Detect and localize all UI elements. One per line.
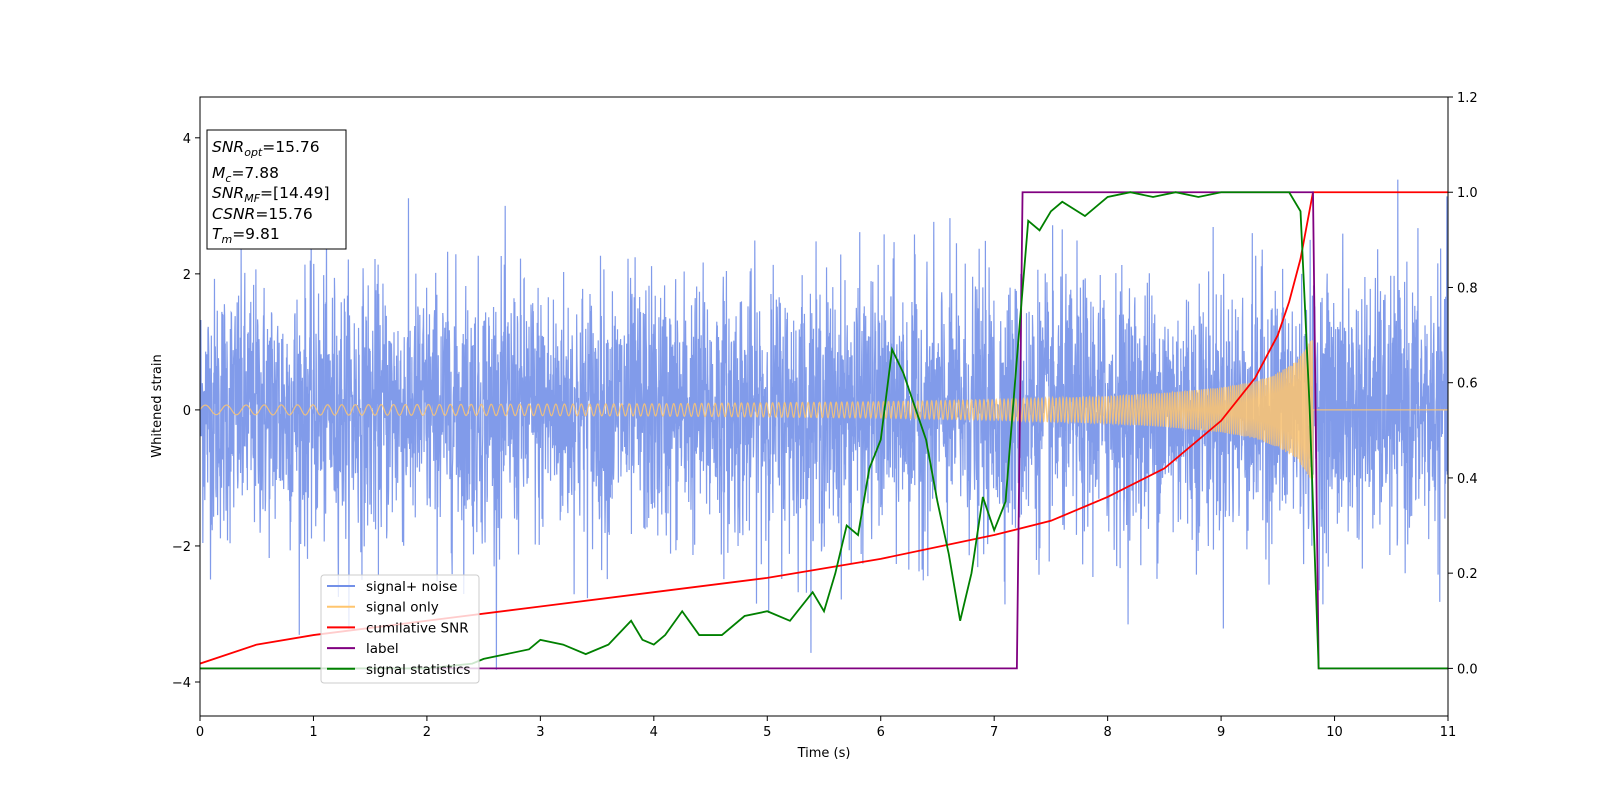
y2-tick-label: 0.8 (1457, 281, 1478, 296)
legend-label: signal statistics (366, 662, 470, 678)
legend-label: label (366, 641, 399, 657)
x-axis: 0 1 2 3 4 5 6 7 8 9 10 11 (196, 716, 1456, 740)
x-tick-label: 2 (423, 725, 431, 740)
legend-label: signal+ noise (366, 579, 457, 595)
y-tick-label: 0 (183, 404, 191, 419)
info-line: Tm=9.81 (212, 225, 280, 246)
y-tick-label: −2 (172, 540, 191, 555)
x-axis-label: Time (s) (797, 746, 851, 761)
x-tick-label: 4 (650, 725, 658, 740)
x-tick-label: 10 (1326, 725, 1343, 740)
y2-tick-label: 0.0 (1457, 662, 1478, 677)
y2-tick-label: 0.6 (1457, 377, 1478, 392)
y2-tick-label: 1.2 (1457, 91, 1478, 106)
info-line: SNRopt=15.76 (212, 138, 320, 159)
y-axis-label: Whitened strain (150, 354, 165, 457)
y-axis-left: 4 2 0 −2 −4 (172, 132, 200, 691)
y-axis-right: 1.2 1.0 0.8 0.6 0.4 0.2 0.0 (1448, 91, 1478, 677)
info-box-frame (206, 129, 347, 250)
x-tick-label: 9 (1217, 725, 1225, 740)
series-signal-only-line (200, 340, 1448, 480)
x-tick-label: 6 (877, 725, 885, 740)
x-tick-label: 8 (1103, 725, 1111, 740)
x-tick-label: 5 (763, 725, 771, 740)
x-tick-label: 3 (536, 725, 544, 740)
y2-tick-label: 0.4 (1457, 472, 1478, 487)
x-tick-label: 11 (1440, 725, 1457, 740)
y2-tick-label: 1.0 (1457, 186, 1478, 201)
series-signal-noise-line (200, 179, 1448, 670)
y-tick-label: 4 (183, 132, 191, 147)
y-tick-label: −4 (172, 676, 191, 691)
info-line: SNRMF=[14.49] (212, 184, 330, 205)
info-line: CSNR=15.76 (212, 205, 313, 223)
x-tick-label: 1 (309, 725, 317, 740)
info-line: Mc=7.88 (212, 164, 279, 185)
info-box: SNRopt=15.76 Mc=7.88SNRMF=[14.49]CSNR=15.… (206, 129, 347, 250)
plot-frame (199, 96, 1449, 717)
y2-tick-label: 0.2 (1457, 567, 1478, 582)
legend-label: cumilative SNR (366, 620, 469, 636)
x-tick-label: 7 (990, 725, 998, 740)
legend-frame (320, 574, 480, 684)
legend-label: signal only (366, 600, 439, 616)
series-signal-statistics-line (200, 191, 1448, 670)
legend: signal+ noise signal only cumilative SNR la… (320, 574, 480, 684)
y-tick-label: 2 (183, 268, 191, 283)
x-tick-label: 0 (196, 725, 204, 740)
